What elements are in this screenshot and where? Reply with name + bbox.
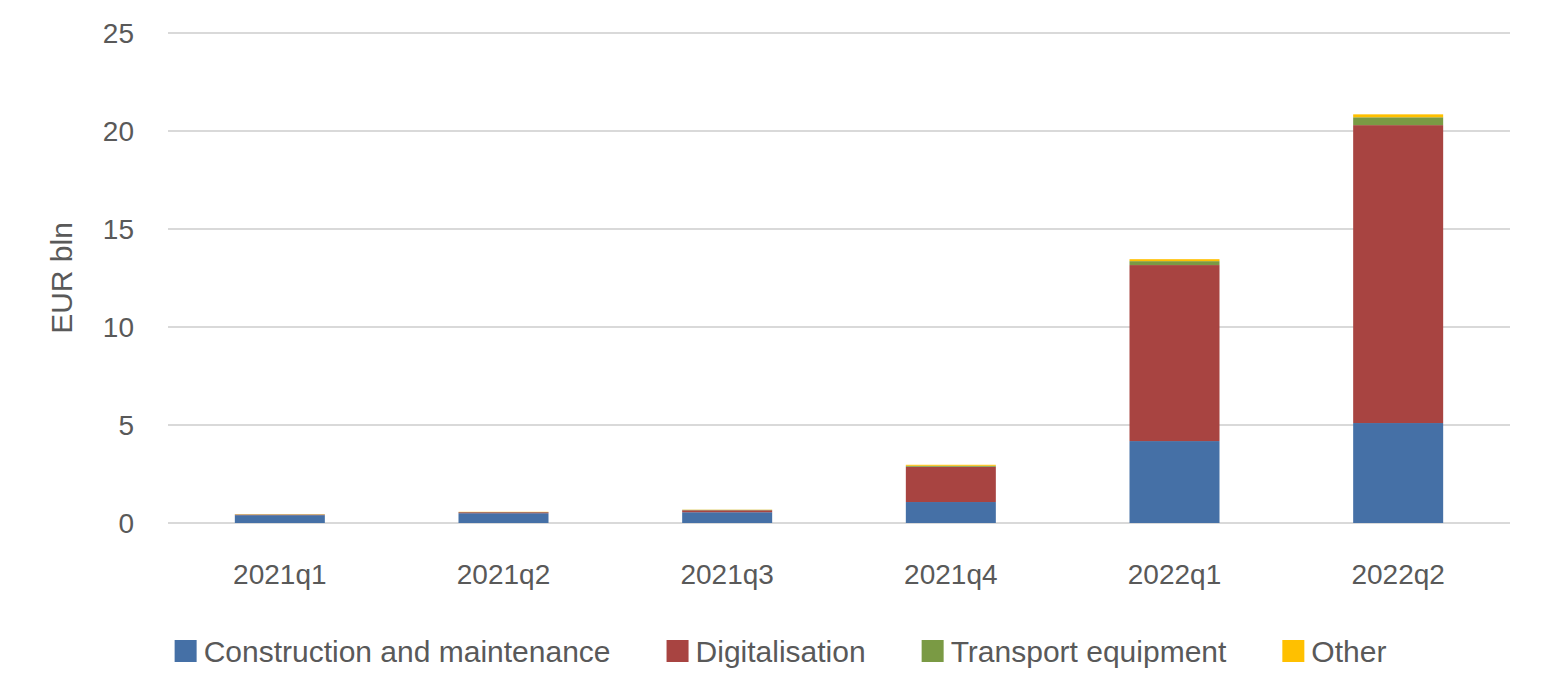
bar-segment <box>1130 261 1220 265</box>
bar-segment <box>459 512 549 513</box>
bar-segment <box>1353 117 1443 125</box>
bar-segment <box>1130 259 1220 261</box>
chart: 0 5 10 15 20 25 EUR bln 2021q1 2021q2 2021q3 2021q… <box>0 0 1541 693</box>
legend-swatch <box>175 640 197 662</box>
bar-segment <box>459 513 549 523</box>
x-tick-label: 2022q1 <box>1128 559 1221 590</box>
x-tick-label: 2021q2 <box>457 559 550 590</box>
x-tick-label: 2021q4 <box>904 559 997 590</box>
grid-line <box>168 130 1510 132</box>
bar-segment <box>235 514 325 515</box>
bar-segment <box>1130 265 1220 441</box>
grid-line <box>168 326 1510 328</box>
bar-segment <box>235 514 325 516</box>
grid-line <box>168 32 1510 34</box>
grid-line <box>168 228 1510 230</box>
bars <box>235 114 1443 523</box>
bar-segment <box>1353 423 1443 523</box>
bar-segment <box>459 511 549 512</box>
bar-segment <box>1353 125 1443 423</box>
y-tick-label: 0 <box>118 508 134 539</box>
bar-segment <box>906 502 996 523</box>
grid-line <box>168 424 1510 426</box>
bar-segment <box>1353 114 1443 117</box>
legend-swatch <box>922 640 944 662</box>
legend: Construction and maintenance Digitalisati… <box>175 635 1387 668</box>
bar-segment <box>459 512 549 514</box>
legend-swatch <box>667 640 689 662</box>
bar-segment <box>906 464 996 466</box>
bar-segment <box>682 509 772 510</box>
x-tick-label: 2021q3 <box>680 559 773 590</box>
y-tick-label: 15 <box>103 214 134 245</box>
legend-swatch <box>1282 640 1304 662</box>
y-axis-label: EUR bln <box>45 222 78 334</box>
x-tick-label: 2022q2 <box>1351 559 1444 590</box>
bar-segment <box>682 509 772 510</box>
bar-segment <box>682 512 772 523</box>
bar-segment <box>682 510 772 512</box>
grid-line <box>168 522 1510 524</box>
y-tick-label: 25 <box>103 18 134 49</box>
bar-segment <box>906 465 996 467</box>
bar-segment <box>1130 441 1220 523</box>
y-tick-label: 5 <box>118 410 134 441</box>
bar-segment <box>235 514 325 515</box>
legend-label: Transport equipment <box>951 635 1227 668</box>
bar-segment <box>235 515 325 523</box>
bar-segment <box>906 467 996 502</box>
x-tick-label: 2021q1 <box>233 559 326 590</box>
legend-label: Other <box>1311 635 1386 668</box>
legend-label: Digitalisation <box>696 635 866 668</box>
legend-label: Construction and maintenance <box>204 635 611 668</box>
y-tick-label: 10 <box>103 312 134 343</box>
y-tick-label: 20 <box>103 116 134 147</box>
